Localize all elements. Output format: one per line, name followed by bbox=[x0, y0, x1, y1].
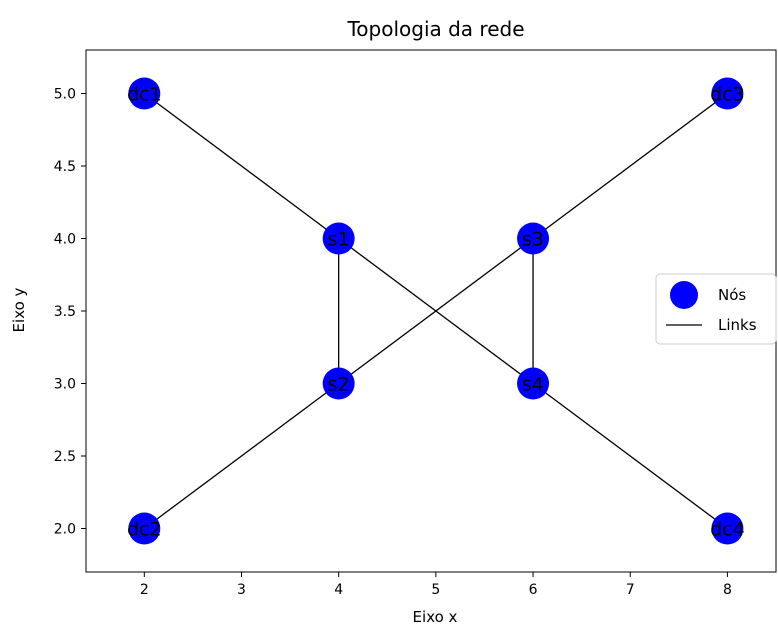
y-tick-label: 4.0 bbox=[54, 232, 76, 248]
node-dc2 bbox=[128, 512, 161, 545]
legend-label-links: Links bbox=[718, 316, 757, 334]
links-layer bbox=[143, 92, 728, 530]
x-tick-label: 7 bbox=[626, 582, 635, 598]
link-dc1-s1 bbox=[143, 92, 340, 240]
legend: Nós Links bbox=[655, 273, 777, 345]
x-tick-label: 6 bbox=[529, 582, 538, 598]
link-s3-dc3 bbox=[532, 92, 728, 240]
node-dc4 bbox=[711, 512, 744, 545]
x-tick-label: 8 bbox=[723, 582, 732, 598]
y-tick-label: 3.5 bbox=[54, 304, 76, 320]
chart-title: Topologia da rede bbox=[346, 17, 524, 41]
node-label-s4: s4 bbox=[522, 374, 544, 396]
link-s2-dc2 bbox=[143, 382, 340, 530]
legend-box bbox=[655, 273, 777, 345]
y-axis-label: Eixo y bbox=[10, 287, 28, 332]
legend-node-marker bbox=[670, 281, 698, 309]
x-axis: 2 3 4 5 6 7 8 bbox=[140, 572, 732, 598]
y-tick-label: 3.0 bbox=[54, 377, 76, 393]
node-dc3 bbox=[711, 77, 744, 110]
x-tick-label: 5 bbox=[431, 582, 440, 598]
x-tick-label: 2 bbox=[140, 582, 149, 598]
node-label-dc3: dc3 bbox=[710, 84, 745, 106]
node-s3 bbox=[517, 222, 550, 255]
link-s4-dc4 bbox=[532, 382, 728, 530]
nodes-layer bbox=[128, 77, 744, 545]
node-label-s2: s2 bbox=[328, 374, 350, 396]
node-s4 bbox=[517, 367, 550, 400]
y-axis: 2.0 2.5 3.0 3.5 4.0 4.5 5.0 bbox=[54, 87, 86, 538]
node-label-s1: s1 bbox=[328, 229, 350, 251]
x-tick-label: 4 bbox=[334, 582, 343, 598]
x-axis-label: Eixo x bbox=[413, 608, 458, 626]
node-dc1 bbox=[128, 77, 161, 110]
node-label-dc4: dc4 bbox=[710, 519, 745, 541]
y-tick-label: 4.5 bbox=[54, 159, 76, 175]
node-label-dc1: dc1 bbox=[127, 84, 162, 106]
y-tick-label: 2.5 bbox=[54, 449, 76, 465]
y-tick-label: 5.0 bbox=[54, 87, 76, 103]
node-labels-layer: dc1 dc2 dc3 dc4 s1 s2 s3 s4 bbox=[127, 84, 745, 541]
y-tick-label: 2.0 bbox=[54, 522, 76, 538]
node-label-s3: s3 bbox=[522, 229, 544, 251]
node-s2 bbox=[322, 367, 355, 400]
link-s2-s3 bbox=[338, 237, 534, 385]
node-s1 bbox=[322, 222, 355, 255]
x-tick-label: 3 bbox=[237, 582, 246, 598]
legend-label-nodes: Nós bbox=[718, 286, 746, 304]
node-label-dc2: dc2 bbox=[127, 519, 162, 541]
